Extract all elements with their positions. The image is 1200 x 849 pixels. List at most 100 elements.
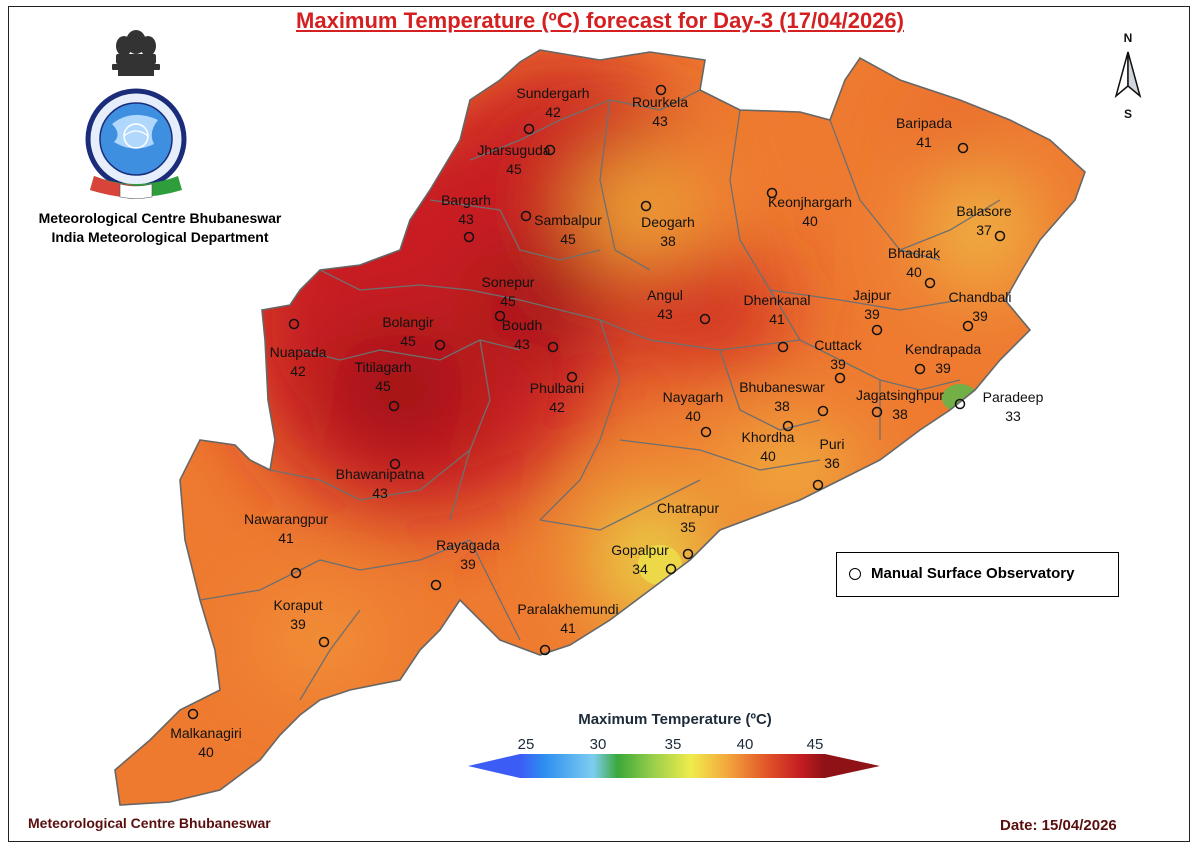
- station-marker-icon: [817, 405, 829, 417]
- station-temperature: 42: [549, 399, 565, 415]
- station-temperature: 40: [760, 448, 776, 464]
- station-name: Deogarh: [641, 214, 695, 230]
- station-temperature: 45: [400, 333, 416, 349]
- station-temperature: 39: [290, 616, 306, 632]
- station-temperature: 41: [278, 530, 294, 546]
- station-name: Sonepur: [482, 274, 535, 290]
- station-bargarh: Bargarh 43: [441, 192, 491, 243]
- station-temperature: 43: [657, 306, 673, 322]
- station-balasore: Balasore 37: [956, 203, 1012, 242]
- colorbar-tick-25: 25: [517, 736, 535, 753]
- station-name: Rayagada: [436, 537, 500, 553]
- station-nawarangpur: Nawarangpur 41: [244, 511, 328, 579]
- station-titilagarh: Titilagarh 45: [354, 359, 412, 412]
- station-name: Bolangir: [382, 314, 434, 330]
- station-marker-icon: [547, 341, 559, 353]
- station-temperature: 34: [632, 561, 648, 577]
- colorbar-tick-45: 45: [806, 736, 824, 753]
- station-name: Rourkela: [632, 94, 688, 110]
- colorbar-tick-30: 30: [589, 736, 607, 753]
- station-marker-icon: [520, 210, 532, 222]
- station-marker-icon: [871, 406, 883, 418]
- station-keonjhargarh: Keonjhargarh 40: [766, 187, 852, 229]
- station-koraput: Koraput 39: [273, 597, 330, 648]
- station-marker-icon: [389, 458, 401, 470]
- station-marker-icon: [523, 123, 535, 135]
- colorbar-low-arrow: [468, 754, 520, 778]
- station-name: Bhawanipatna: [336, 466, 425, 482]
- temperature-field: [115, 50, 1085, 805]
- station-temperature: 39: [460, 556, 476, 572]
- org-department: India Meteorological Department: [51, 229, 269, 245]
- station-temperature: 40: [802, 213, 818, 229]
- station-name: Bhubaneswar: [739, 379, 825, 395]
- station-rayagada: Rayagada 39: [430, 537, 500, 591]
- station-name: Bhadrak: [888, 245, 941, 261]
- station-name: Nayagarh: [663, 389, 724, 405]
- compass-s-label: S: [1124, 107, 1132, 121]
- station-marker-icon: [682, 548, 694, 560]
- station-jharsuguda: Jharsuguda 45: [477, 142, 556, 177]
- station-name: Bargarh: [441, 192, 491, 208]
- station-temperature: 35: [680, 519, 696, 535]
- station-temperature: 38: [774, 398, 790, 414]
- station-marker-icon: [871, 324, 883, 336]
- compass-n-label: N: [1124, 31, 1133, 45]
- legend-box: Manual Surface Observatory: [836, 552, 1119, 597]
- station-phulbani: Phulbani 42: [530, 371, 585, 415]
- station-bolangir: Bolangir 45: [382, 314, 446, 351]
- station-marker-icon: [777, 341, 789, 353]
- station-temperature: 45: [500, 293, 516, 309]
- station-bhawanipatna: Bhawanipatna 43: [336, 458, 425, 501]
- station-name: Koraput: [273, 597, 322, 613]
- station-temperature: 39: [830, 356, 846, 372]
- station-temperature: 41: [916, 134, 932, 150]
- station-marker-icon: [665, 563, 677, 575]
- station-marker-icon: [434, 339, 446, 351]
- station-dhenkanal: Dhenkanal 41: [744, 292, 811, 353]
- station-bhubaneswar: Bhubaneswar 38: [739, 379, 829, 417]
- station-temperature: 38: [892, 406, 908, 422]
- station-marker-icon: [655, 84, 667, 96]
- stations-layer: Sundergarh 42 Rourkela 43 Jharsuguda 45 Bargar…: [170, 84, 1044, 760]
- station-temperature: 39: [972, 308, 988, 324]
- colorbar-gradient: [520, 754, 825, 778]
- colorbar-title: Maximum Temperature (ºC): [578, 711, 772, 728]
- station-nayagarh: Nayagarh 40: [663, 389, 724, 438]
- station-temperature: 45: [506, 161, 522, 177]
- station-sonepur: Sonepur 45: [482, 274, 535, 322]
- station-marker-icon: [318, 636, 330, 648]
- station-temperature: 40: [685, 408, 701, 424]
- station-temperature: 40: [906, 264, 922, 280]
- station-temperature: 43: [372, 485, 388, 501]
- station-marker-icon: [914, 363, 926, 375]
- station-deogarh: Deogarh 38: [640, 200, 695, 249]
- station-temperature: 39: [864, 306, 880, 322]
- station-malkanagiri: Malkanagiri 40: [170, 708, 242, 760]
- station-name: Khordha: [742, 429, 795, 445]
- station-marker-icon: [290, 567, 302, 579]
- station-temperature: 42: [545, 104, 561, 120]
- station-name: Phulbani: [530, 380, 585, 396]
- station-temperature: 38: [660, 233, 676, 249]
- lion-capital-icon: [112, 30, 160, 76]
- temperature-colorbar: [468, 754, 880, 778]
- station-angul: Angul 43: [647, 287, 711, 325]
- station-jagatsinghpur: Jagatsinghpur 38: [856, 387, 944, 422]
- station-temperature: 33: [1005, 408, 1021, 424]
- station-name: Jajpur: [853, 287, 891, 303]
- station-chandbali: Chandbali 39: [948, 289, 1012, 332]
- observatory-marker-icon: [849, 568, 861, 580]
- station-gopalpur: Gopalpur 34: [611, 542, 677, 577]
- station-marker-icon: [954, 398, 966, 410]
- station-marker-icon: [782, 420, 794, 432]
- station-temperature: 43: [652, 113, 668, 129]
- station-name: Dhenkanal: [744, 292, 811, 308]
- station-temperature: 45: [375, 378, 391, 394]
- station-marker-icon: [834, 372, 846, 384]
- station-temperature: 43: [514, 336, 530, 352]
- station-temperature: 42: [290, 363, 306, 379]
- station-baripada: Baripada 41: [896, 115, 969, 154]
- station-marker-icon: [994, 230, 1006, 242]
- station-temperature: 45: [560, 231, 576, 247]
